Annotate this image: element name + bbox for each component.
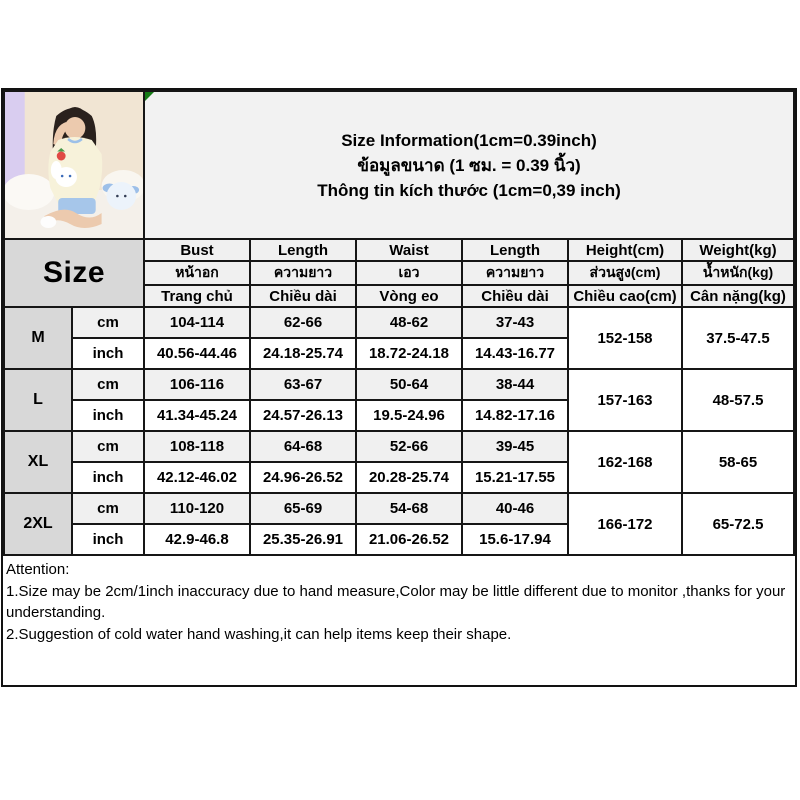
value-cell: 110-120 <box>143 492 251 525</box>
col-header-length2-th: ความยาว <box>461 260 569 286</box>
unit-label: cm <box>71 492 145 525</box>
title-line-th: ข้อมูลขนาด (1 ซม. = 0.39 นิ้ว) <box>357 155 581 175</box>
unit-label: inch <box>71 337 145 370</box>
unit-label: cm <box>71 368 145 401</box>
col-header-length: Length <box>249 238 357 262</box>
value-cell: 50-64 <box>355 368 463 401</box>
value-cell: 14.82-17.16 <box>461 399 569 432</box>
value-cell: 41.34-45.24 <box>143 399 251 432</box>
size-chart-sheet: Size Information(1cm=0.39inch) ข้อมูลขนา… <box>1 88 797 687</box>
value-cell: 39-45 <box>461 430 569 463</box>
product-photo <box>3 90 145 240</box>
size-label-l: L <box>3 368 73 432</box>
col-header-height-th: ส่วนสูง(cm) <box>567 260 683 286</box>
value-cell: 18.72-24.18 <box>355 337 463 370</box>
value-cell: 40-46 <box>461 492 569 525</box>
col-header-waist-vi: Vòng eo <box>355 284 463 308</box>
header-row-th: หน้าอก ความยาว เอว ความยาว ส่วนสูง(cm) น… <box>4 260 795 286</box>
size-label-2xl: 2XL <box>3 492 73 556</box>
height-cell: 152-158 <box>567 306 683 370</box>
weight-cell: 65-72.5 <box>681 492 795 556</box>
col-header-length2-vi: Chiều dài <box>461 284 569 308</box>
value-cell: 21.06-26.52 <box>355 523 463 556</box>
plush-toy <box>102 182 140 210</box>
value-cell: 65-69 <box>249 492 357 525</box>
size-label-m: M <box>3 306 73 370</box>
attention-note-2: 2.Suggestion of cold water hand washing,… <box>6 625 512 643</box>
value-cell: 19.5-24.96 <box>355 399 463 432</box>
unit-label: inch <box>71 523 145 556</box>
size-header: Size <box>3 238 145 308</box>
col-header-weight: Weight(kg) <box>681 238 795 262</box>
value-cell: 40.56-44.46 <box>143 337 251 370</box>
size-label-xl: XL <box>3 430 73 494</box>
attention-title: Attention: <box>6 561 70 578</box>
col-header-bust: Bust <box>143 238 251 262</box>
value-cell: 42.12-46.02 <box>143 461 251 494</box>
attention-note: Attention: 1.Size may be 2cm/1inch inacc… <box>3 556 795 685</box>
height-cell: 157-163 <box>567 368 683 432</box>
col-header-length-th: ความยาว <box>249 260 357 286</box>
value-cell: 15.6-17.94 <box>461 523 569 556</box>
col-header-height: Height(cm) <box>567 238 683 262</box>
row-m-inch: inch 40.56-44.46 24.18-25.74 18.72-24.18… <box>4 337 794 370</box>
value-cell: 38-44 <box>461 368 569 401</box>
attention-note-1: 1.Size may be 2cm/1inch inaccuracy due t… <box>6 582 786 622</box>
corner-flag-icon <box>146 93 154 101</box>
value-cell: 63-67 <box>249 368 357 401</box>
row-2xl-cm: 2XL cm 110-120 65-69 54-68 40-46 166-172… <box>3 492 795 556</box>
title-line-en: Size Information(1cm=0.39inch) <box>341 130 597 150</box>
model-photo-illustration <box>6 93 142 237</box>
girl <box>40 107 103 228</box>
unit-label: inch <box>71 399 145 432</box>
value-cell: 24.96-26.52 <box>249 461 357 494</box>
header-row-vi: Trang chủ Chiều dài Vòng eo Chiều dài Ch… <box>4 284 795 308</box>
weight-cell: 48-57.5 <box>681 368 795 432</box>
col-header-height-vi: Chiều cao(cm) <box>567 284 683 308</box>
height-cell: 162-168 <box>567 430 683 494</box>
value-cell: 106-116 <box>143 368 251 401</box>
unit-label: cm <box>71 430 145 463</box>
value-cell: 62-66 <box>249 306 357 339</box>
value-cell: 104-114 <box>143 306 251 339</box>
col-header-waist: Waist <box>355 238 463 262</box>
value-cell: 108-118 <box>143 430 251 463</box>
unit-label: inch <box>71 461 145 494</box>
col-header-length2: Length <box>461 238 569 262</box>
row-l-cm: L cm 106-116 63-67 50-64 38-44 157-163 4… <box>3 368 795 432</box>
value-cell: 20.28-25.74 <box>355 461 463 494</box>
height-cell: 166-172 <box>567 492 683 556</box>
value-cell: 42.9-46.8 <box>143 523 251 556</box>
value-cell: 54-68 <box>355 492 463 525</box>
title-line-vi: Thông tin kích thước (1cm=0,39 inch) <box>317 180 621 200</box>
row-xl-cm: XL cm 108-118 64-68 52-66 39-45 162-168 … <box>3 430 795 494</box>
value-cell: 24.18-25.74 <box>249 337 357 370</box>
value-cell: 52-66 <box>355 430 463 463</box>
header-row-en: Size Bust Length Waist Length Height(cm)… <box>3 238 795 308</box>
weight-cell: 37.5-47.5 <box>681 306 795 370</box>
col-header-weight-th: น้ำหนัก(kg) <box>681 260 795 286</box>
col-header-bust-vi: Trang chủ <box>143 284 251 308</box>
col-header-waist-th: เอว <box>355 260 463 286</box>
col-header-length-vi: Chiều dài <box>249 284 357 308</box>
weight-cell: 58-65 <box>681 430 795 494</box>
row-xl-inch: inch 42.12-46.02 24.96-26.52 20.28-25.74… <box>4 461 794 494</box>
row-m-cm: M cm 104-114 62-66 48-62 37-43 152-158 3… <box>3 306 795 370</box>
row-l-inch: inch 41.34-45.24 24.57-26.13 19.5-24.96 … <box>4 399 794 432</box>
value-cell: 14.43-16.77 <box>461 337 569 370</box>
unit-label: cm <box>71 306 145 339</box>
value-cell: 15.21-17.55 <box>461 461 569 494</box>
col-header-bust-th: หน้าอก <box>143 260 251 286</box>
value-cell: 64-68 <box>249 430 357 463</box>
size-table: Size Information(1cm=0.39inch) ข้อมูลขนา… <box>3 90 795 556</box>
value-cell: 25.35-26.91 <box>249 523 357 556</box>
value-cell: 37-43 <box>461 306 569 339</box>
title-row: Size Information(1cm=0.39inch) ข้อมูลขนา… <box>3 90 795 240</box>
col-header-weight-vi: Cân nặng(kg) <box>681 284 795 308</box>
row-2xl-inch: inch 42.9-46.8 25.35-26.91 21.06-26.52 1… <box>4 523 794 556</box>
size-information-title-cell: Size Information(1cm=0.39inch) ข้อมูลขนา… <box>143 90 795 240</box>
value-cell: 48-62 <box>355 306 463 339</box>
value-cell: 24.57-26.13 <box>249 399 357 432</box>
